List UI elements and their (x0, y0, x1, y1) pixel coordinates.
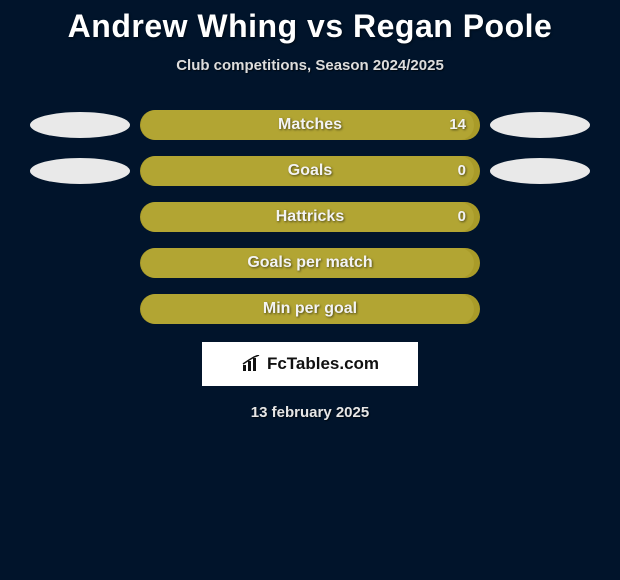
ellipse-left (30, 158, 130, 184)
ellipse-right (490, 112, 590, 138)
stat-bar: Matches14 (140, 110, 480, 140)
right-side (480, 158, 600, 184)
stat-value: 0 (458, 202, 466, 232)
ellipse-right (490, 158, 590, 184)
stat-value: 0 (458, 156, 466, 186)
stat-row: Min per goal (0, 294, 620, 324)
stat-label: Goals per match (140, 248, 480, 278)
stat-bar: Goals0 (140, 156, 480, 186)
stat-label: Matches (140, 110, 480, 140)
stat-label: Goals (140, 156, 480, 186)
stat-row: Matches14 (0, 110, 620, 140)
right-side (480, 112, 600, 138)
left-side (20, 112, 140, 138)
brand-logo: FcTables.com (241, 354, 379, 374)
brand-text: FcTables.com (267, 354, 379, 374)
stat-bar: Hattricks0 (140, 202, 480, 232)
stat-bar: Goals per match (140, 248, 480, 278)
ellipse-left (30, 112, 130, 138)
subtitle: Club competitions, Season 2024/2025 (0, 57, 620, 74)
stat-row: Hattricks0 (0, 202, 620, 232)
stat-value: 14 (449, 110, 466, 140)
stat-label: Min per goal (140, 294, 480, 324)
stat-row: Goals per match (0, 248, 620, 278)
left-side (20, 158, 140, 184)
page-title: Andrew Whing vs Regan Poole (0, 0, 620, 45)
date-text: 13 february 2025 (0, 404, 620, 421)
barchart-icon (241, 355, 263, 373)
stat-row: Goals0 (0, 156, 620, 186)
stat-label: Hattricks (140, 202, 480, 232)
stat-bar: Min per goal (140, 294, 480, 324)
stat-rows: Matches14Goals0Hattricks0Goals per match… (0, 110, 620, 324)
logo-box: FcTables.com (202, 342, 418, 386)
